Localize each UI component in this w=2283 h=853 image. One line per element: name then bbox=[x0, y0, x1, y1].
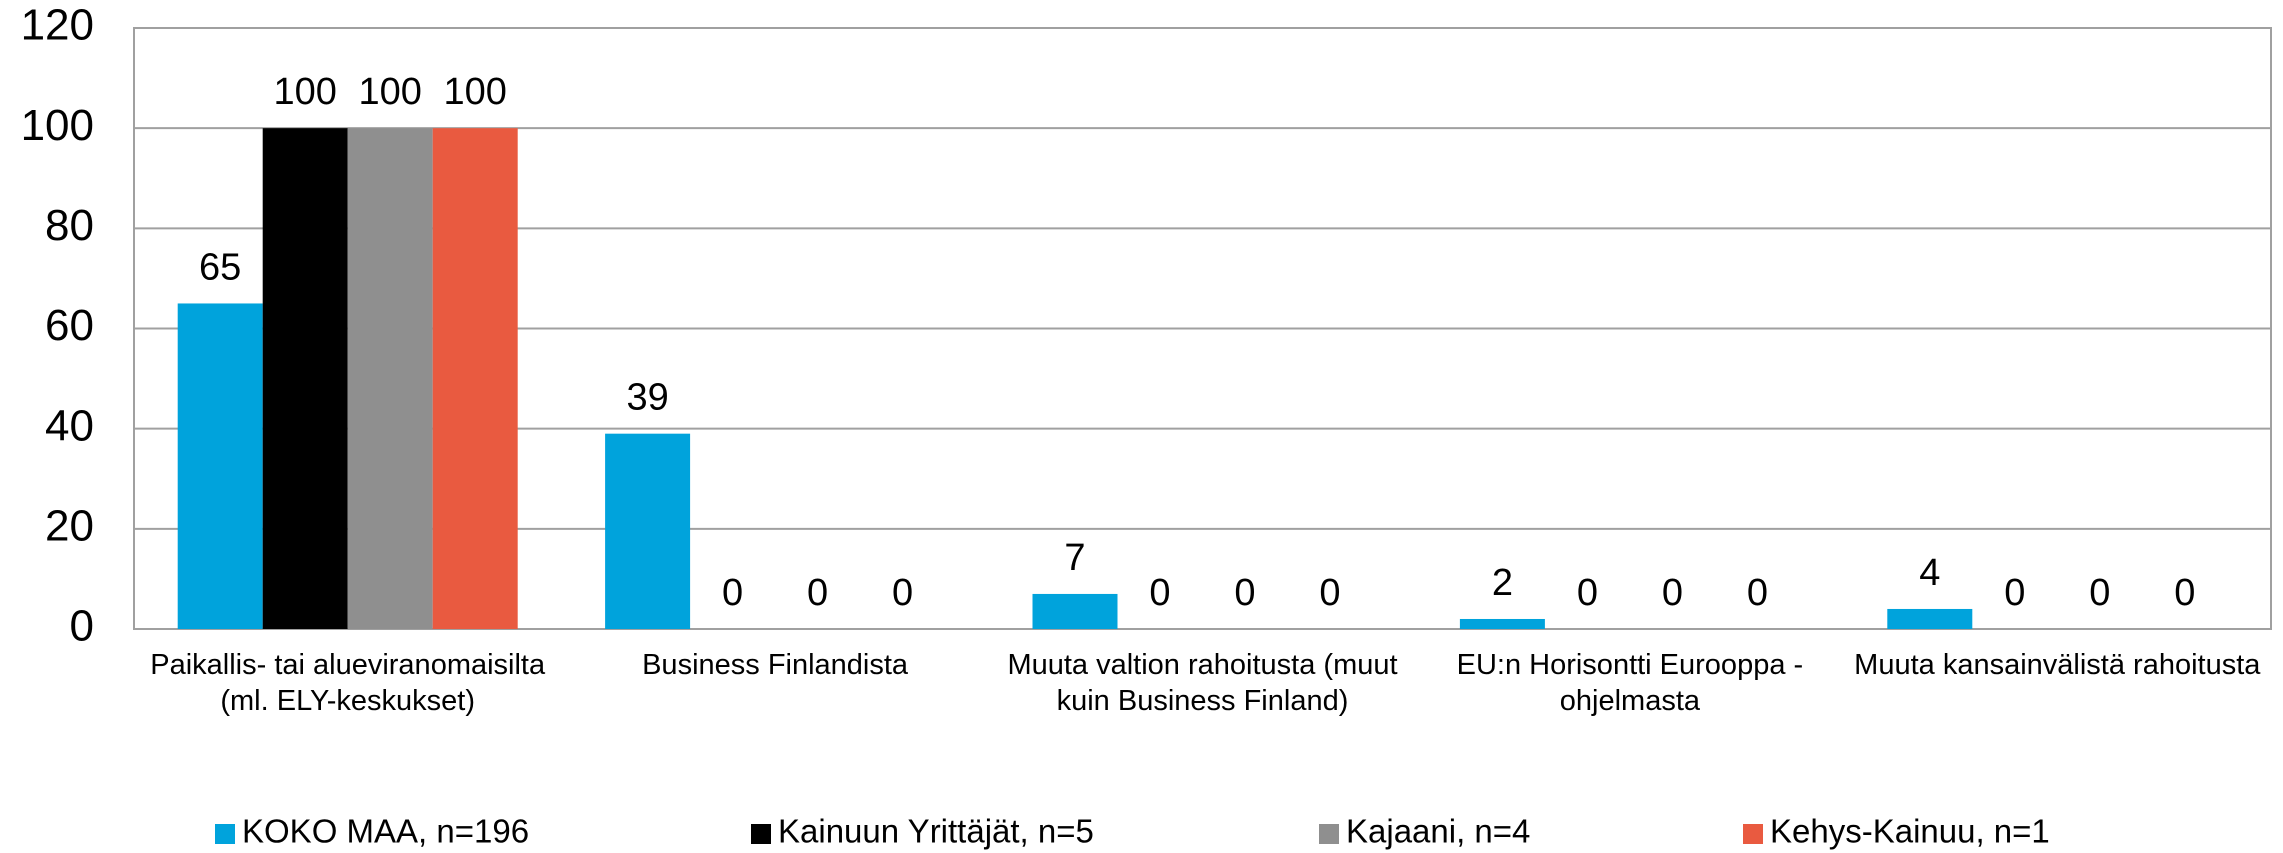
value-label: 2 bbox=[1492, 562, 1513, 604]
x-tick-label: Muuta valtion rahoitusta (muut kuin Busi… bbox=[1007, 649, 1398, 717]
y-tick-label: 40 bbox=[45, 401, 94, 450]
value-label: 100 bbox=[273, 71, 336, 113]
value-label: 39 bbox=[626, 377, 668, 419]
legend-label: Kainuun Yrittäjät, n=5 bbox=[778, 813, 1094, 850]
bar bbox=[262, 128, 348, 629]
value-label: 0 bbox=[2004, 572, 2025, 614]
y-tick-label: 80 bbox=[45, 201, 94, 250]
plot-border bbox=[133, 27, 2272, 630]
value-label: 0 bbox=[1319, 572, 1340, 614]
value-label: 7 bbox=[1064, 537, 1085, 579]
value-label: 0 bbox=[2089, 572, 2110, 614]
legend-swatch bbox=[751, 824, 771, 844]
value-label: 0 bbox=[2174, 572, 2195, 614]
value-label: 65 bbox=[199, 246, 241, 288]
bar bbox=[177, 303, 263, 629]
legend-label: Kajaani, n=4 bbox=[1346, 813, 1530, 850]
y-tick-label: 100 bbox=[21, 101, 94, 150]
x-tick-label: Business Finlandista bbox=[642, 649, 909, 681]
y-tick-label: 120 bbox=[21, 1, 94, 50]
value-label: 0 bbox=[1234, 572, 1255, 614]
value-label: 0 bbox=[1662, 572, 1683, 614]
bar bbox=[1459, 618, 1545, 629]
value-label: 100 bbox=[358, 71, 421, 113]
legend-swatch bbox=[215, 824, 235, 844]
x-tick-label: EU:n Horisontti Eurooppa -ohjelmasta bbox=[1456, 649, 1804, 717]
y-tick-label: 20 bbox=[45, 501, 94, 550]
value-label: 0 bbox=[1577, 572, 1598, 614]
y-tick-label: 0 bbox=[70, 602, 94, 651]
legend-swatch bbox=[1319, 824, 1339, 844]
value-label: 0 bbox=[807, 572, 828, 614]
value-label: 4 bbox=[1919, 552, 1940, 594]
legend-label: Kehys-Kainuu, n=1 bbox=[1770, 813, 2050, 850]
x-tick-label: Muuta kansainvälistä rahoitusta bbox=[1854, 649, 2261, 681]
value-label: 0 bbox=[722, 572, 743, 614]
bar bbox=[347, 128, 433, 629]
legend-swatch bbox=[1743, 824, 1763, 844]
legend-label: KOKO MAA, n=196 bbox=[242, 813, 529, 850]
y-tick-label: 60 bbox=[45, 301, 94, 350]
value-label: 0 bbox=[1149, 572, 1170, 614]
x-tick-label: Paikallis- tai alueviranomaisilta (ml. E… bbox=[150, 649, 546, 717]
value-label: 0 bbox=[1747, 572, 1768, 614]
value-label: 100 bbox=[443, 71, 506, 113]
value-label: 0 bbox=[892, 572, 913, 614]
bar bbox=[1887, 608, 1973, 629]
bar bbox=[605, 433, 691, 629]
bar bbox=[432, 128, 518, 629]
bar bbox=[1032, 593, 1118, 629]
